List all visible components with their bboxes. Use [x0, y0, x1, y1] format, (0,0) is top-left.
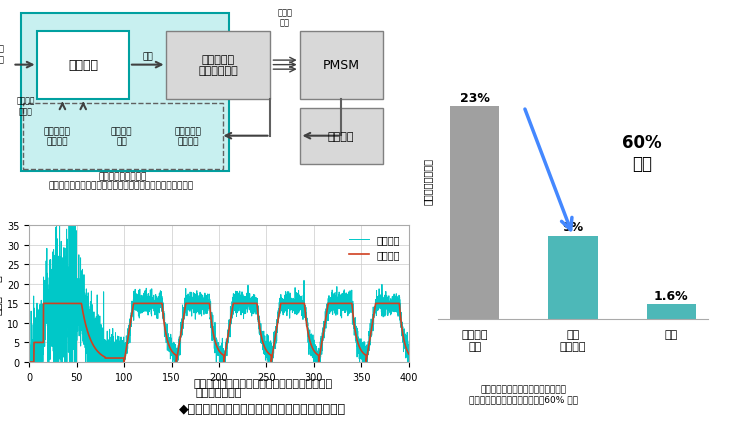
速度実測 [188, 296, 196, 301]
Text: 速度制御: 速度制御 [68, 59, 99, 72]
Text: 60%
低減: 60% 低減 [622, 134, 661, 173]
速度指令 [404, 351, 413, 357]
速度指令 [188, 301, 196, 306]
Text: 指令: 指令 [142, 52, 153, 61]
FancyBboxPatch shape [166, 32, 270, 99]
Text: 脈動抑制
制御: 脈動抑制 制御 [111, 127, 132, 146]
速度実測 [393, 300, 402, 305]
Text: 脈動負荷: 脈動負荷 [328, 132, 355, 141]
速度指令 [185, 301, 193, 306]
FancyBboxPatch shape [91, 108, 152, 165]
FancyBboxPatch shape [299, 108, 383, 165]
速度指令 [393, 301, 402, 306]
Y-axis label: 速度変動率（％）: 速度変動率（％） [423, 158, 432, 204]
速度指令 [25, 360, 34, 365]
FancyBboxPatch shape [299, 32, 383, 99]
FancyBboxPatch shape [156, 108, 220, 165]
Text: 強化学習（エージェント、異常制御補正、報酬計算）で実現: 強化学習（エージェント、異常制御補正、報酬計算）で実現 [48, 181, 193, 190]
速度実測 [185, 301, 193, 306]
Legend: 速度実測, 速度指令: 速度実測, 速度指令 [345, 230, 404, 263]
Text: PMSM: PMSM [323, 59, 360, 72]
Bar [647, 305, 696, 320]
Bar [548, 236, 598, 320]
Y-axis label: 速度（Hz）: 速度（Hz） [0, 273, 1, 314]
Text: ◆適切な報酬式の策定により、高度な制御を実現: ◆適切な報酬式の策定により、高度な制御を実現 [180, 403, 346, 415]
Line: 速度実測: 速度実測 [29, 226, 409, 362]
Line: 速度指令: 速度指令 [29, 304, 409, 362]
速度指令 [301, 308, 310, 313]
X-axis label: 学習時間（秒）: 学習時間（秒） [196, 387, 242, 397]
Text: 1.6%: 1.6% [654, 289, 688, 302]
Text: 速度、
電流: 速度、 電流 [277, 9, 293, 28]
速度指令 [374, 301, 383, 306]
Text: 脈動負荷によって生じる速度変動を大幅に抑制: 脈動負荷によって生じる速度変動を大幅に抑制 [193, 378, 332, 389]
Text: 23%: 23% [460, 92, 490, 104]
FancyBboxPatch shape [20, 14, 229, 172]
FancyBboxPatch shape [37, 32, 129, 99]
Text: 補償トルク
指令生成: 補償トルク 指令生成 [44, 127, 71, 146]
Bar [450, 107, 499, 320]
FancyBboxPatch shape [27, 108, 88, 165]
速度実測 [374, 294, 383, 299]
速度実測 [205, 305, 214, 310]
速度指令 [205, 303, 214, 308]
Text: インバータ
ベクトル制御: インバータ ベクトル制御 [199, 55, 238, 76]
速度実測 [404, 349, 413, 354]
Text: 脈動負荷によって生じる速度変動が
一般的な比例積分方式と比べ、60% 低減: 脈動負荷によって生じる速度変動が 一般的な比例積分方式と比べ、60% 低減 [469, 384, 578, 403]
Text: 脈動周波数
成分抽出: 脈動周波数 成分抽出 [175, 127, 201, 146]
Text: 電波指令
補正量: 電波指令 補正量 [17, 96, 35, 116]
速度実測 [301, 311, 310, 316]
Text: 9%: 9% [563, 221, 583, 233]
速度実測 [55, 223, 64, 228]
速度指令 [39, 301, 48, 306]
FancyBboxPatch shape [23, 104, 223, 169]
Text: 脈動成分オブザーバ: 脈動成分オブザーバ [99, 172, 147, 181]
Text: 速度
指令: 速度 指令 [0, 44, 5, 64]
速度実測 [25, 360, 34, 365]
